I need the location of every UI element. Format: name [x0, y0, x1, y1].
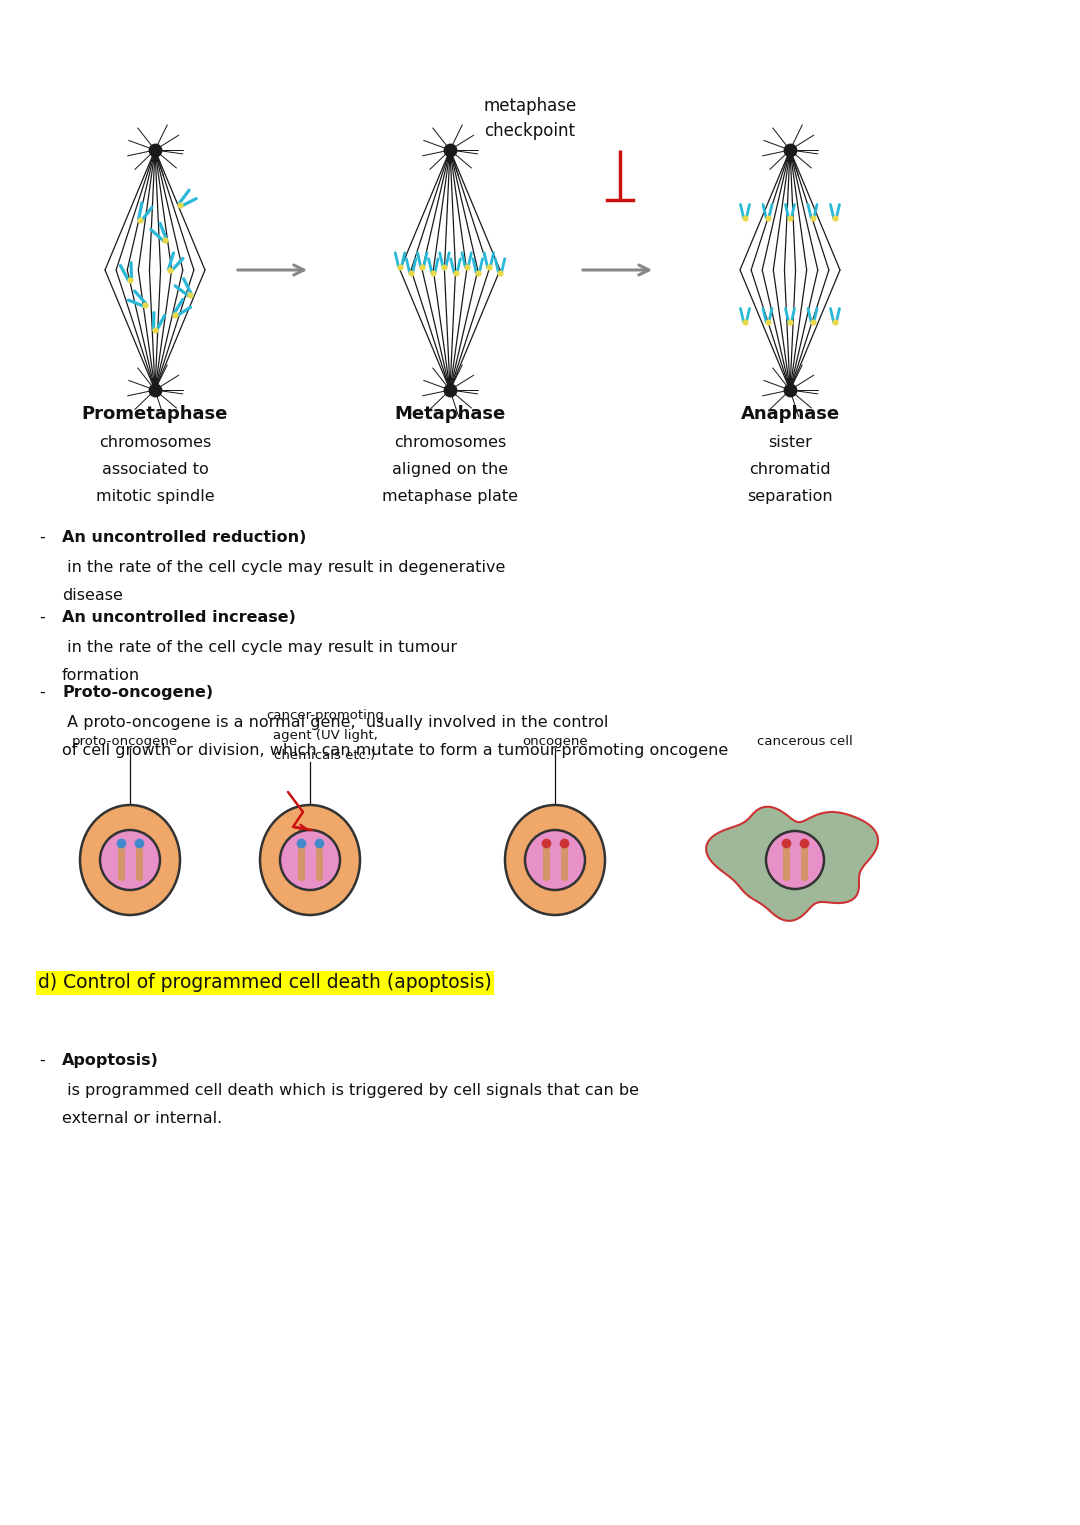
Ellipse shape: [280, 830, 340, 891]
Text: of cell growth or division, which can mutate to form a tumour-promoting oncogene: of cell growth or division, which can mu…: [62, 743, 728, 758]
Text: Prometaphase: Prometaphase: [82, 406, 228, 422]
Text: d) Control of programmed cell death (apoptosis): d) Control of programmed cell death (apo…: [38, 973, 491, 993]
Ellipse shape: [525, 830, 585, 891]
Text: -: -: [39, 610, 45, 625]
Text: chromosomes: chromosomes: [394, 435, 507, 450]
Text: -: -: [39, 531, 45, 544]
Text: sister: sister: [768, 435, 812, 450]
Ellipse shape: [505, 805, 605, 915]
Text: external or internal.: external or internal.: [62, 1112, 222, 1125]
Text: A proto-oncogene is a normal gene,  usually involved in the control: A proto-oncogene is a normal gene, usual…: [62, 715, 608, 730]
Text: chromosomes: chromosomes: [99, 435, 211, 450]
Text: chemicals etc.): chemicals etc.): [274, 749, 376, 762]
Text: -: -: [39, 685, 45, 700]
Ellipse shape: [80, 805, 180, 915]
Text: An uncontrolled reduction): An uncontrolled reduction): [62, 531, 307, 544]
Text: in the rate of the cell cycle may result in tumour: in the rate of the cell cycle may result…: [62, 640, 457, 656]
Text: is programmed cell death which is triggered by cell signals that can be: is programmed cell death which is trigge…: [62, 1083, 639, 1098]
Ellipse shape: [766, 831, 824, 889]
Text: Metaphase: Metaphase: [394, 406, 505, 422]
Text: oncogene: oncogene: [523, 735, 588, 747]
Text: metaphase: metaphase: [484, 98, 577, 114]
Text: cancer-promoting: cancer-promoting: [266, 709, 383, 721]
Ellipse shape: [100, 830, 160, 891]
Text: metaphase plate: metaphase plate: [382, 490, 518, 503]
Text: checkpoint: checkpoint: [485, 122, 576, 140]
Text: chromatid: chromatid: [750, 462, 831, 477]
Text: proto-oncogene: proto-oncogene: [72, 735, 178, 747]
Text: in the rate of the cell cycle may result in degenerative: in the rate of the cell cycle may result…: [62, 560, 505, 575]
Text: mitotic spindle: mitotic spindle: [96, 490, 214, 503]
Text: cancerous cell: cancerous cell: [757, 735, 853, 747]
Polygon shape: [706, 807, 878, 921]
Text: Anaphase: Anaphase: [741, 406, 839, 422]
Text: Apoptosis): Apoptosis): [62, 1052, 159, 1068]
Text: aligned on the: aligned on the: [392, 462, 508, 477]
Text: disease: disease: [62, 589, 123, 602]
Text: Proto-oncogene): Proto-oncogene): [62, 685, 213, 700]
Text: agent (UV light,: agent (UV light,: [272, 729, 377, 743]
Text: -: -: [39, 1052, 45, 1068]
Text: separation: separation: [747, 490, 833, 503]
Text: An uncontrolled increase): An uncontrolled increase): [62, 610, 296, 625]
Text: associated to: associated to: [102, 462, 208, 477]
Text: formation: formation: [62, 668, 140, 683]
Ellipse shape: [260, 805, 360, 915]
